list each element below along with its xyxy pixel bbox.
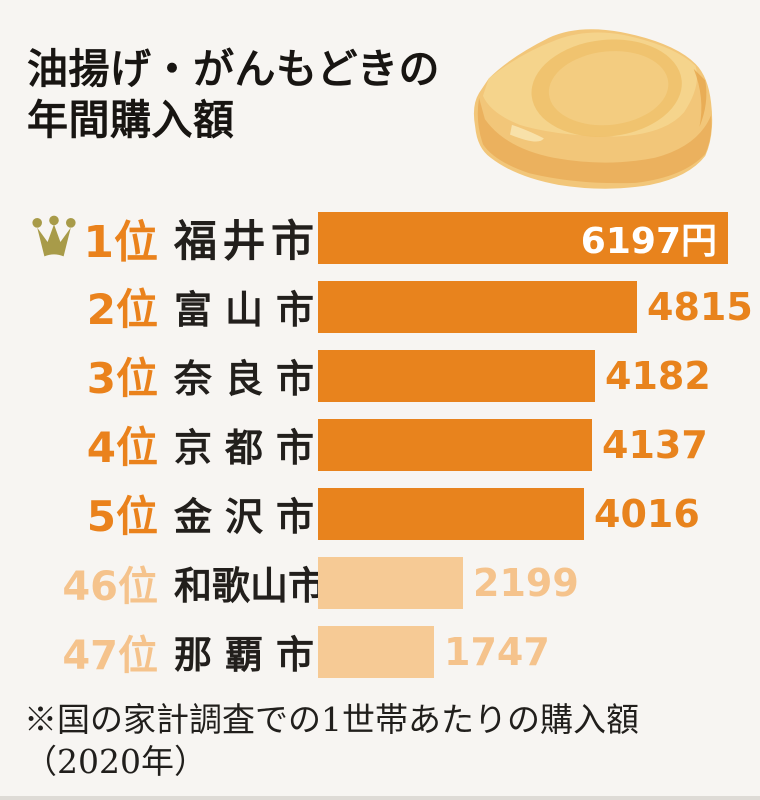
chart-row-3: 3位 奈良市 4182 — [0, 341, 760, 410]
rank-label-47: 47位 — [62, 632, 158, 679]
title-line-1: 油揚げ・がんもどきの — [27, 45, 440, 93]
chart-row-47: 47位 那覇市 1747 — [0, 617, 760, 686]
bar-track: 4137 — [318, 418, 760, 471]
bar-track: 1747 — [318, 625, 760, 678]
ranking-chart: 1位 福井市 6197円 2位 富山市 4815 3位 奈良市 4182 — [0, 203, 760, 686]
value-bar — [318, 556, 463, 609]
value-bar: 6197円 — [318, 211, 728, 264]
city-label: 和歌山市 — [174, 564, 327, 608]
value-label: 4016 — [594, 491, 700, 536]
value-bar — [318, 280, 637, 333]
rank-label-1: 1位 — [0, 206, 158, 270]
bar-track: 4815 — [318, 280, 760, 333]
bar-track: 2199 — [318, 556, 760, 609]
city-label: 金沢市 — [174, 495, 314, 539]
city-label: 京都市 — [174, 426, 314, 470]
city-label: 富山市 — [174, 288, 314, 332]
rank-label-5: 5位 — [86, 492, 158, 541]
source-footnote: ※国の家計調査での1世帯あたりの購入額 （2020年） — [24, 699, 639, 783]
bar-track: 4016 — [318, 487, 760, 540]
chart-row-4: 4位 京都市 4137 — [0, 410, 760, 479]
title-line-2: 年間購入額 — [27, 95, 235, 144]
footnote-line-2: （2020年） — [24, 741, 207, 781]
value-label: 4815 — [647, 284, 753, 329]
page-title: 油揚げ・がんもどきの 年間購入額 — [27, 44, 440, 146]
chart-row-5: 5位 金沢市 4016 — [0, 479, 760, 548]
bar-track: 4182 — [318, 349, 760, 402]
value-bar — [318, 487, 584, 540]
city-label: 福井市 — [174, 216, 314, 267]
rank-label-3: 3位 — [86, 354, 158, 403]
bottom-edge-strip — [0, 796, 760, 800]
aburaage-illustration-icon — [473, 29, 713, 189]
city-label: 奈良市 — [174, 357, 314, 401]
rank-text: 1位 — [83, 216, 158, 268]
bar-track: 6197円 — [318, 211, 760, 264]
city-label: 那覇市 — [174, 633, 314, 677]
value-bar — [318, 349, 595, 402]
value-label: 4137 — [602, 422, 708, 467]
rank-label-46: 46位 — [62, 563, 158, 610]
value-bar — [318, 418, 592, 471]
value-label: 6197円 — [580, 220, 717, 262]
value-label: 1747 — [444, 629, 550, 674]
chart-row-1: 1位 福井市 6197円 — [0, 203, 760, 272]
value-bar — [318, 625, 434, 678]
value-label: 2199 — [473, 560, 579, 605]
chart-row-2: 2位 富山市 4815 — [0, 272, 760, 341]
chart-row-46: 46位 和歌山市 2199 — [0, 548, 760, 617]
footnote-line-1: ※国の家計調査での1世帯あたりの購入額 — [24, 700, 639, 739]
crown-icon — [32, 215, 76, 256]
rank-label-4: 4位 — [86, 423, 158, 472]
rank-label-2: 2位 — [86, 285, 158, 334]
value-label: 4182 — [605, 353, 711, 398]
